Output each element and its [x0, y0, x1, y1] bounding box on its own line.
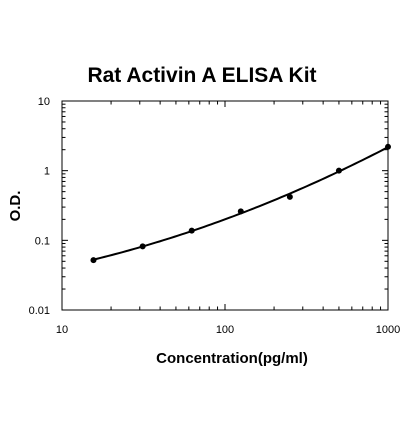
y-tick-label: 0.1	[35, 235, 50, 247]
y-tick-label: 1	[44, 166, 50, 178]
plot-area: 10 100 1000 0.01 0.1 1 10	[29, 96, 401, 336]
plot-frame	[61, 100, 389, 311]
y-axis-label: O.D.	[7, 191, 24, 222]
data-point	[188, 227, 195, 234]
data-point	[237, 208, 244, 215]
data-point	[286, 193, 293, 200]
x-tick-label: 10	[56, 324, 68, 336]
data-point	[335, 167, 342, 174]
y-tick-label: 10	[38, 96, 50, 108]
x-tick-label: 100	[216, 324, 234, 336]
y-tick-label: 0.01	[29, 305, 50, 317]
fit-curve	[93, 146, 389, 261]
x-tick-label: 1000	[376, 324, 400, 336]
x-axis-label: Concentration(pg/ml)	[156, 350, 308, 367]
data-point	[139, 243, 146, 250]
data-point	[90, 257, 97, 264]
chart-title: Rat Activin A ELISA Kit	[87, 64, 316, 87]
data-point	[385, 143, 391, 150]
